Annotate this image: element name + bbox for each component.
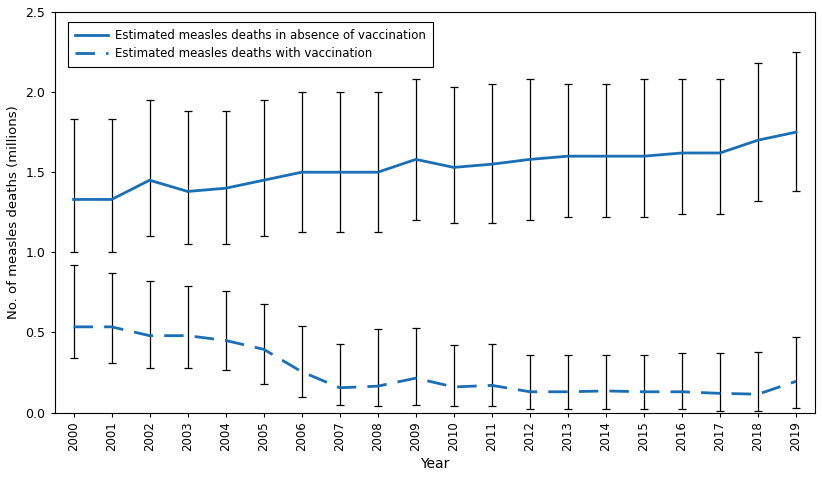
Estimated measles deaths with vaccination	[677, 389, 687, 395]
Estimated measles deaths with vaccination	[525, 389, 535, 395]
Estimated measles deaths in absence of vaccination	[221, 185, 231, 191]
Estimated measles deaths with vaccination	[182, 333, 192, 338]
Legend: Estimated measles deaths in absence of vaccination, Estimated measles deaths wit: Estimated measles deaths in absence of v…	[68, 22, 433, 67]
Estimated measles deaths with vaccination	[145, 333, 155, 338]
Estimated measles deaths in absence of vaccination	[639, 153, 649, 159]
Estimated measles deaths in absence of vaccination	[791, 129, 801, 135]
Estimated measles deaths with vaccination	[563, 389, 573, 395]
Estimated measles deaths in absence of vaccination	[525, 156, 535, 162]
Estimated measles deaths with vaccination	[487, 382, 496, 388]
Estimated measles deaths with vaccination	[791, 379, 801, 384]
Estimated measles deaths with vaccination	[259, 347, 269, 352]
Estimated measles deaths in absence of vaccination	[449, 164, 459, 170]
X-axis label: Year: Year	[420, 457, 450, 471]
Estimated measles deaths with vaccination	[449, 384, 459, 390]
Estimated measles deaths with vaccination	[297, 369, 307, 375]
Estimated measles deaths in absence of vaccination	[182, 188, 192, 194]
Estimated measles deaths with vaccination	[335, 385, 344, 391]
Estimated measles deaths in absence of vaccination	[259, 177, 269, 183]
Estimated measles deaths in absence of vaccination	[487, 161, 496, 167]
Estimated measles deaths in absence of vaccination	[715, 150, 725, 156]
Estimated measles deaths in absence of vaccination	[563, 153, 573, 159]
Estimated measles deaths in absence of vaccination	[601, 153, 611, 159]
Estimated measles deaths in absence of vaccination	[411, 156, 421, 162]
Estimated measles deaths with vaccination	[68, 324, 78, 330]
Estimated measles deaths with vaccination	[601, 388, 611, 394]
Estimated measles deaths in absence of vaccination	[107, 196, 117, 202]
Estimated measles deaths with vaccination	[753, 391, 763, 397]
Estimated measles deaths with vaccination	[107, 324, 117, 330]
Line: Estimated measles deaths with vaccination: Estimated measles deaths with vaccinatio…	[73, 327, 796, 394]
Y-axis label: No. of measles deaths (millions): No. of measles deaths (millions)	[7, 105, 20, 319]
Estimated measles deaths with vaccination	[411, 375, 421, 381]
Estimated measles deaths in absence of vaccination	[145, 177, 155, 183]
Estimated measles deaths in absence of vaccination	[373, 169, 383, 175]
Estimated measles deaths with vaccination	[639, 389, 649, 395]
Estimated measles deaths in absence of vaccination	[753, 137, 763, 143]
Estimated measles deaths with vaccination	[715, 391, 725, 396]
Estimated measles deaths with vaccination	[373, 383, 383, 389]
Line: Estimated measles deaths in absence of vaccination: Estimated measles deaths in absence of v…	[73, 132, 796, 199]
Estimated measles deaths in absence of vaccination	[297, 169, 307, 175]
Estimated measles deaths in absence of vaccination	[335, 169, 344, 175]
Estimated measles deaths in absence of vaccination	[68, 196, 78, 202]
Estimated measles deaths in absence of vaccination	[677, 150, 687, 156]
Estimated measles deaths with vaccination	[221, 337, 231, 343]
